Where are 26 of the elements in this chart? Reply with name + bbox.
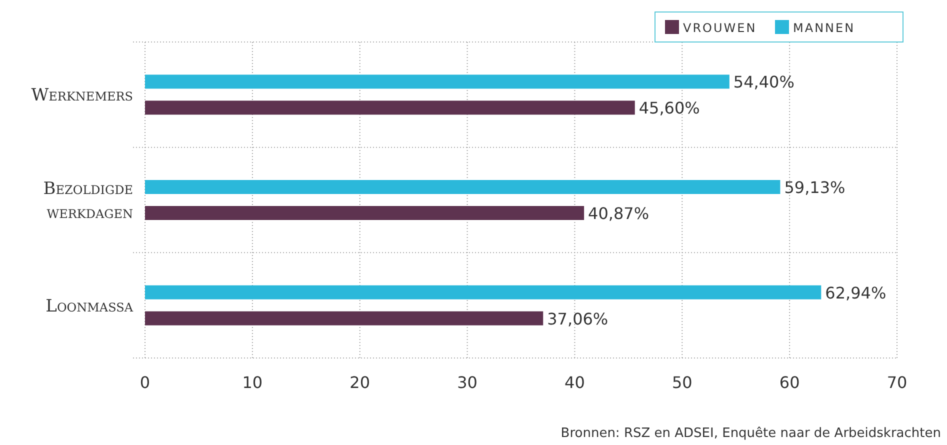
data-label: 54,40%: [733, 72, 794, 92]
y-tick-label: Werknemers: [31, 86, 133, 106]
bar: [145, 285, 822, 300]
data-label: 62,94%: [825, 283, 886, 302]
x-tick-label: 10: [242, 373, 263, 392]
legend-label: VROUWEN: [683, 21, 757, 35]
text: Bronnen: RSZ en ADSEI, Enquête naar de Arbeidskrachten: [560, 426, 941, 441]
x-tick-label: 20: [350, 373, 370, 392]
x-tick-label: 60: [779, 373, 800, 392]
bar: [145, 74, 730, 89]
data-label: 40,87%: [588, 204, 650, 223]
x-tick-label: 50: [672, 373, 692, 392]
bar: [145, 100, 635, 115]
bar: [145, 311, 544, 326]
data-label: 59,13%: [784, 178, 846, 197]
y-tick-label: Loonmassa: [46, 296, 134, 316]
x-tick-label: 40: [564, 373, 585, 392]
x-tick-label: 0: [140, 373, 150, 392]
bar: [145, 206, 584, 220]
y-tick-label: Bezoldigde werkdagen: [43, 179, 133, 223]
bar: [145, 180, 780, 194]
x-tick-label: 70: [886, 373, 908, 392]
data-label: 45,60%: [638, 98, 700, 118]
data-label: 37,06%: [547, 309, 608, 328]
legend-label: MANNEN: [793, 21, 856, 35]
x-tick-label: 30: [457, 373, 478, 392]
